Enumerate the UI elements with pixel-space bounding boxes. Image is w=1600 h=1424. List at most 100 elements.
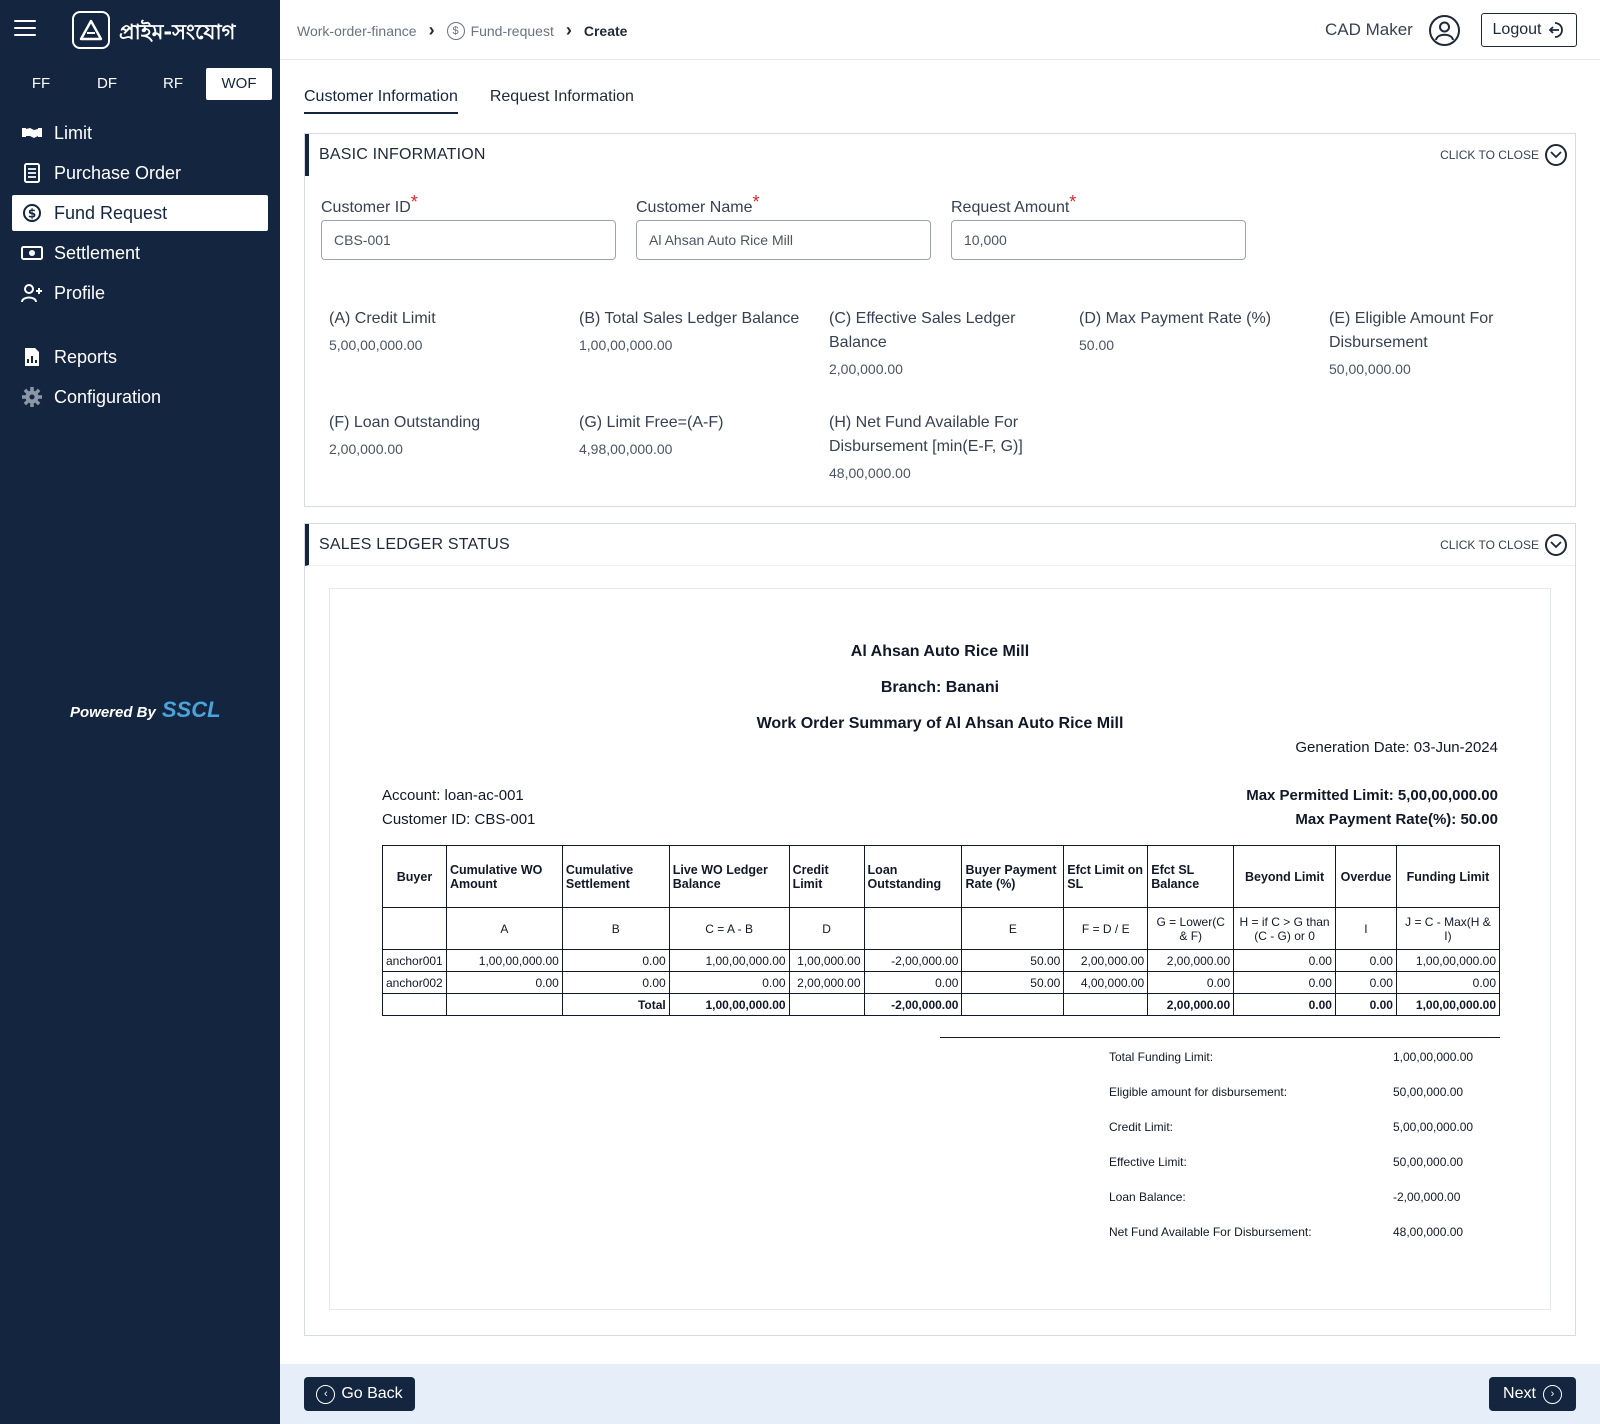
table-row: anchor001 1,00,00,000.00 0.00 1,00,00,00… <box>382 949 1501 972</box>
panel-title: SALES LEDGER STATUS <box>319 535 510 553</box>
handshake-icon <box>20 123 44 143</box>
type-tab-rf[interactable]: RF <box>163 75 183 92</box>
table-header: Efct SL Balance <box>1147 845 1235 908</box>
user-plus-icon <box>20 283 44 303</box>
chevron-down-icon <box>1545 144 1567 166</box>
customer-id-input[interactable]: CBS-001 <box>321 220 616 260</box>
report-account: Account: loan-ac-001 <box>382 787 524 804</box>
report-max-limit: Max Permitted Limit: 5,00,00,000.00 <box>1246 787 1498 804</box>
logo-text: প্রাইম-সংযোগ <box>119 20 236 44</box>
table-header-row: Buyer Cumulative WO Amount Cumulative Se… <box>382 845 1501 908</box>
required-mark: * <box>752 192 760 212</box>
breadcrumb-current: Create <box>583 22 628 39</box>
panel-header: BASIC INFORMATION CLICK TO CLOSE <box>305 134 1575 176</box>
sidebar-item-configuration[interactable]: Configuration <box>12 379 268 415</box>
info-total-sales-ledger: (B) Total Sales Ledger Balance 1,00,00,0… <box>579 310 800 353</box>
click-to-close-label: CLICK TO CLOSE <box>1440 148 1539 162</box>
table-formula-row: A B C = A - B D E F = D / E G = Lower(C … <box>382 907 1501 950</box>
type-tab-ff[interactable]: FF <box>31 75 51 92</box>
ledger-table: Buyer Cumulative WO Amount Cumulative Se… <box>382 845 1501 1016</box>
table-header: Cumulative Settlement <box>561 845 670 908</box>
powered-by: Powered By SSCL <box>70 697 221 723</box>
hamburger-menu-icon[interactable] <box>14 20 36 38</box>
table-header: Funding Limit <box>1395 845 1501 908</box>
summary-divider <box>940 1037 1500 1038</box>
svg-text:$: $ <box>28 207 36 221</box>
table-header: Credit Limit <box>788 845 865 908</box>
table-header: Cumulative WO Amount <box>445 845 563 908</box>
info-net-fund-available: (H) Net Fund Available For Disbursement … <box>829 414 1023 481</box>
go-back-button[interactable]: ‹ Go Back <box>304 1377 415 1411</box>
summary-row: Credit Limit: 5,00,00,000.00 <box>1109 1120 1474 1134</box>
next-button[interactable]: Next › <box>1489 1377 1576 1411</box>
tab-customer-information[interactable]: Customer Information <box>304 88 458 114</box>
report-customer-id: Customer ID: CBS-001 <box>382 811 536 828</box>
chevron-right-icon: › <box>565 20 572 40</box>
type-tab-df[interactable]: DF <box>97 75 117 92</box>
table-header: Buyer Payment Rate (%) <box>961 845 1065 908</box>
user-name: CAD Maker <box>1325 20 1413 39</box>
go-back-label: Go Back <box>341 1385 403 1402</box>
summary-row: Loan Balance: -2,00,000.00 <box>1109 1190 1461 1204</box>
click-to-close-label: CLICK TO CLOSE <box>1440 537 1539 552</box>
request-amount-input[interactable]: 10,000 <box>951 220 1246 260</box>
info-effective-sales-ledger: (C) Effective Sales Ledger Balance 2,00,… <box>829 310 1016 377</box>
sidebar-item-limit[interactable]: Limit <box>12 115 268 151</box>
main-content: Customer Information Request Information… <box>280 60 1600 1364</box>
table-row: anchor002 0.00 0.00 0.00 2,00,000.00 0.0… <box>382 971 1501 994</box>
sidebar-item-reports[interactable]: Reports <box>12 339 268 375</box>
customer-id-field: Customer ID* CBS-001 <box>321 192 616 260</box>
basic-information-panel: BASIC INFORMATION CLICK TO CLOSE Custome… <box>304 133 1576 507</box>
required-mark: * <box>1069 192 1077 212</box>
click-to-close-toggle[interactable]: CLICK TO CLOSE <box>1440 533 1567 556</box>
sidebar-item-label: Settlement <box>54 242 141 263</box>
panel-title: BASIC INFORMATION <box>319 146 486 163</box>
table-header: Overdue <box>1334 845 1397 908</box>
powered-by-brand: SSCL <box>161 697 221 722</box>
sidebar-item-label: Purchase Order <box>54 162 182 183</box>
report-company: Al Ahsan Auto Rice Mill <box>850 643 1030 660</box>
sidebar-item-profile[interactable]: Profile <box>12 275 268 311</box>
info-limit-free: (G) Limit Free=(A-F) 4,98,00,000.00 <box>579 414 724 457</box>
sidebar: প্রাইম-সংযোগ FF DF RF WOF Limit Purchase… <box>0 0 280 1424</box>
user-avatar-icon[interactable] <box>1429 15 1460 46</box>
report-icon <box>20 347 44 367</box>
table-header: Efct Limit on SL <box>1063 845 1149 908</box>
report-summary-title: Work Order Summary of Al Ahsan Auto Rice… <box>756 715 1124 732</box>
powered-by-label: Powered By <box>70 704 156 721</box>
table-header: Live WO Ledger Balance <box>668 845 790 908</box>
dollar-circle-icon: $ <box>446 21 465 40</box>
sidebar-item-label: Fund Request <box>54 202 168 223</box>
request-amount-field: Request Amount* 10,000 <box>951 192 1246 260</box>
panel-header: SALES LEDGER STATUS CLICK TO CLOSE <box>305 524 1575 566</box>
cash-icon <box>20 243 44 263</box>
sidebar-item-label: Profile <box>54 282 106 303</box>
sidebar-item-settlement[interactable]: Settlement <box>12 235 268 271</box>
table-header: Buyer <box>382 845 447 908</box>
breadcrumb-item[interactable]: Fund-request <box>470 22 554 39</box>
tab-request-information[interactable]: Request Information <box>489 88 634 105</box>
dollar-circle-icon: $ <box>20 203 44 223</box>
table-total-row: Total 1,00,00,000.00 -2,00,000.00 2,00,0… <box>382 993 1501 1016</box>
report-generation-date: Generation Date: 03-Jun-2024 <box>1295 739 1498 756</box>
click-to-close-toggle[interactable]: CLICK TO CLOSE <box>1440 144 1567 166</box>
gear-icon <box>20 387 44 407</box>
breadcrumb: Work-order-finance › $ Fund-request › Cr… <box>297 20 627 41</box>
sidebar-item-purchase-order[interactable]: Purchase Order <box>12 155 268 191</box>
footer-bar: ‹ Go Back Next › <box>280 1364 1600 1424</box>
customer-name-input[interactable]: Al Ahsan Auto Rice Mill <box>636 220 931 260</box>
report-max-rate: Max Payment Rate(%): 50.00 <box>1295 811 1498 828</box>
logout-label: Logout <box>1492 21 1542 38</box>
chevron-right-icon: › <box>1542 1384 1562 1404</box>
logout-button[interactable]: Logout <box>1481 13 1577 47</box>
summary-row: Total Funding Limit: 1,00,00,000.00 <box>1109 1050 1474 1064</box>
field-label: Request Amount* <box>951 192 1077 216</box>
document-icon <box>20 163 44 183</box>
sidebar-item-label: Limit <box>54 122 93 143</box>
sidebar-item-fund-request[interactable]: $ Fund Request <box>12 195 268 231</box>
type-tab-wof[interactable]: WOF <box>206 68 272 100</box>
report-branch: Branch: Banani <box>880 679 1000 696</box>
breadcrumb-item[interactable]: Work-order-finance <box>297 22 417 39</box>
table-header: Beyond Limit <box>1233 845 1336 908</box>
logout-icon <box>1549 22 1564 38</box>
